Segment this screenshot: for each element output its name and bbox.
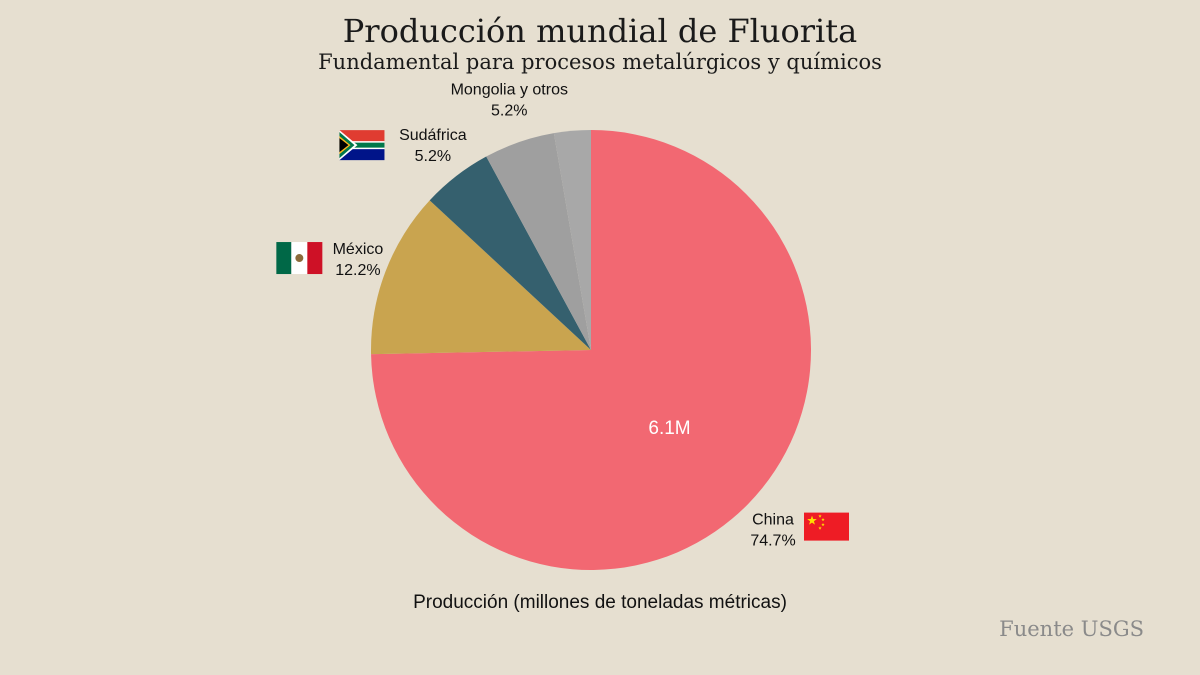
slice-label-3: Mongolia y otros 5.2%	[451, 82, 568, 120]
pie-slice-2	[429, 156, 591, 350]
slice-label-1: México 12.2%	[276, 241, 383, 279]
chart-subtitle: Fundamental para procesos metalúrgicos y…	[318, 50, 882, 74]
pie-slice-1	[371, 200, 591, 355]
slice-name-label: México	[333, 241, 384, 258]
pie-slice-4	[553, 130, 591, 350]
slice-percent-label: 74.7%	[750, 533, 795, 550]
slice-name-label: China	[752, 512, 794, 529]
chart-title: Producción mundial de Fluorita	[342, 12, 858, 50]
source-note: Fuente USGS	[999, 617, 1144, 641]
pie-slice-0	[371, 130, 811, 570]
slice-labels: China74.7%México12.2%Sudáfrica5.2%Mongol…	[276, 82, 850, 550]
pie-slice-3	[486, 133, 591, 350]
slice-percent-label: 12.2%	[335, 262, 380, 279]
slice-label-0: China 74.7%	[750, 512, 850, 550]
slice-percent-label: 5.2%	[415, 148, 451, 165]
center-label: 6.1M	[648, 418, 690, 439]
south-africa-flag-icon	[339, 130, 385, 161]
slice-name-label: Sudáfrica	[399, 127, 467, 144]
slice-percent-label: 5.2%	[491, 103, 527, 120]
china-flag-icon	[804, 512, 850, 541]
slice-name-label: Mongolia y otros	[451, 82, 568, 99]
pie-slices	[371, 130, 811, 570]
mexico-flag-icon	[276, 242, 323, 275]
slice-label-2: Sudáfrica 5.2%	[339, 127, 467, 165]
x-axis-label: Producción (millones de toneladas métric…	[413, 592, 787, 613]
